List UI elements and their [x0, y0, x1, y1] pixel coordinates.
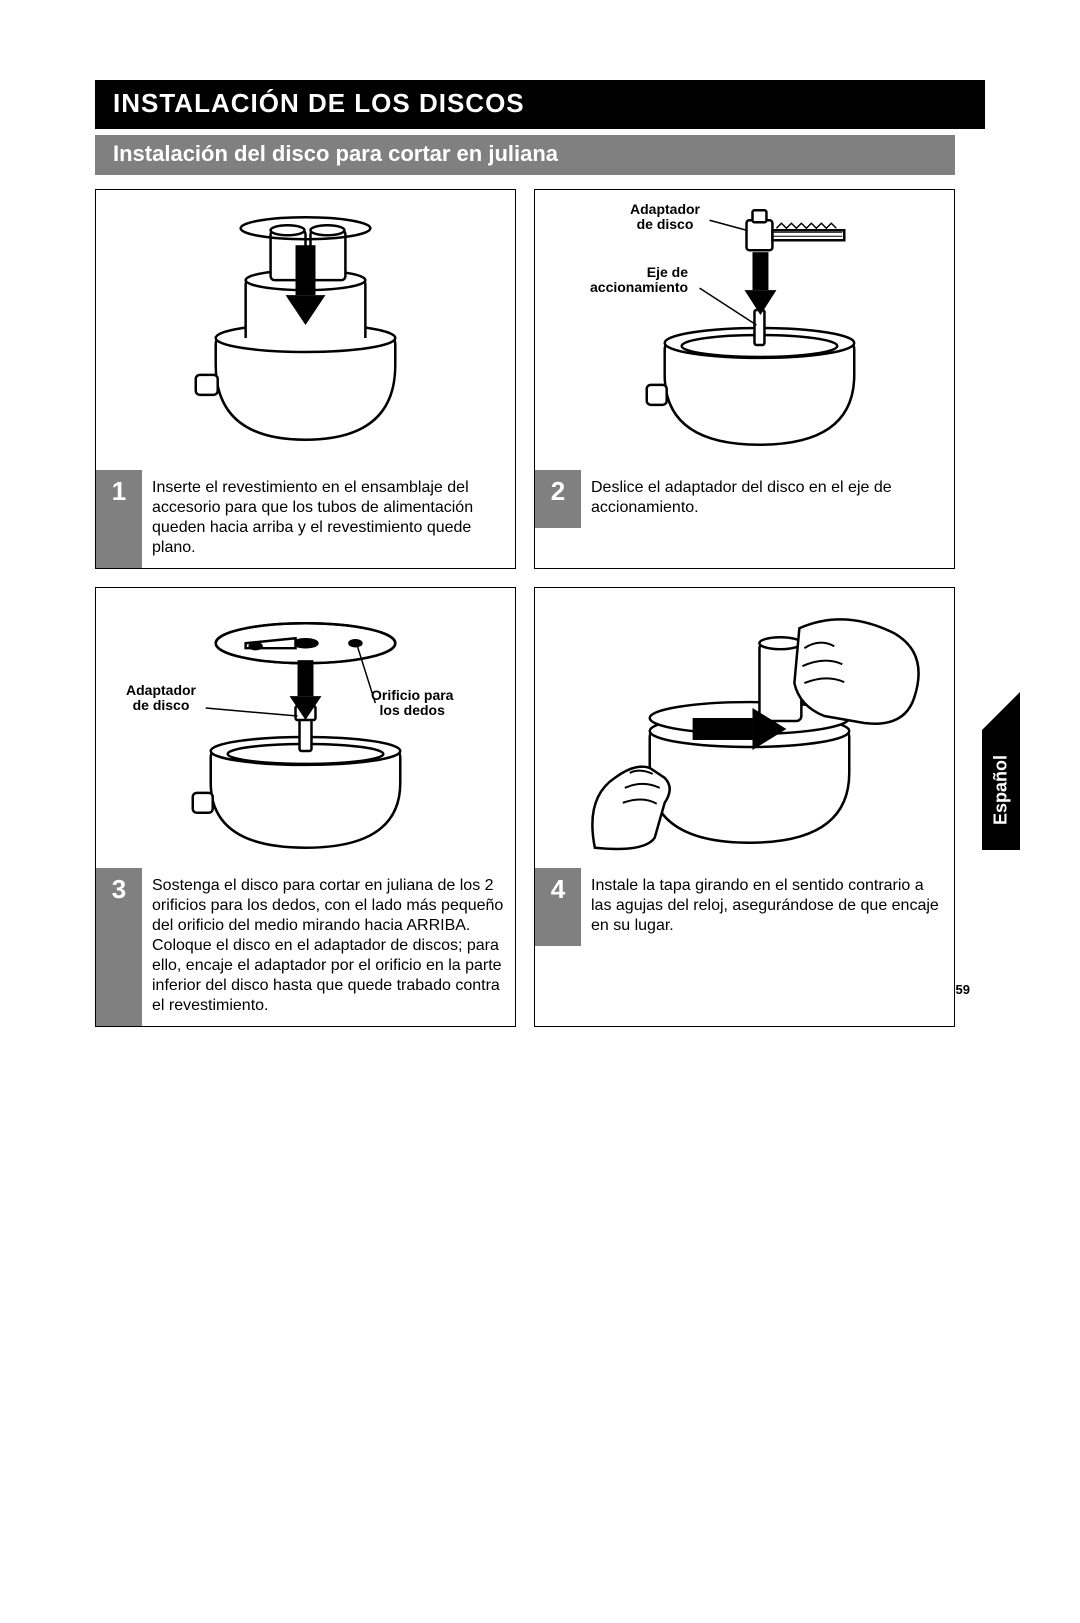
- callout-adaptador: Adaptadorde disco: [630, 202, 700, 233]
- step-panel-2: Adaptadorde disco Eje deaccionamiento: [534, 189, 955, 569]
- page-number: 59: [956, 982, 970, 997]
- step-number: 3: [96, 868, 142, 1026]
- step-number: 2: [535, 470, 581, 528]
- section-subtitle: Instalación del disco para cortar en jul…: [95, 135, 955, 175]
- step-panel-1: 1 Inserte el revestimiento en el ensambl…: [95, 189, 516, 569]
- steps-grid: 1 Inserte el revestimiento en el ensambl…: [95, 189, 955, 1027]
- step-text: Deslice el adaptador del disco en el eje…: [581, 470, 954, 528]
- illustration-3: Adaptadorde disco Orificio paralos dedos: [96, 588, 515, 868]
- step-text: Sostenga el disco para cortar en juliana…: [142, 868, 515, 1026]
- step-panel-3: Adaptadorde disco Orificio paralos dedos: [95, 587, 516, 1027]
- section-title: INSTALACIÓN DE LOS DISCOS: [95, 80, 985, 129]
- language-tab-label: Español: [991, 755, 1012, 825]
- illustration-4: [535, 588, 954, 868]
- step-number: 4: [535, 868, 581, 946]
- manual-page: INSTALACIÓN DE LOS DISCOS Instalación de…: [0, 0, 1080, 1067]
- language-tab: Español: [982, 730, 1020, 850]
- callout-orificio: Orificio paralos dedos: [371, 688, 453, 719]
- step-panel-4: 4 Instale la tapa girando en el sentido …: [534, 587, 955, 1027]
- callout-adaptador-2: Adaptadorde disco: [126, 683, 196, 714]
- illustration-2: Adaptadorde disco Eje deaccionamiento: [535, 190, 954, 470]
- step-text: Instale la tapa girando en el sentido co…: [581, 868, 954, 946]
- step-text: Inserte el revestimiento en el ensamblaj…: [142, 470, 515, 568]
- illustration-1: [96, 190, 515, 470]
- callout-eje: Eje deaccionamiento: [590, 265, 688, 296]
- step-number: 1: [96, 470, 142, 568]
